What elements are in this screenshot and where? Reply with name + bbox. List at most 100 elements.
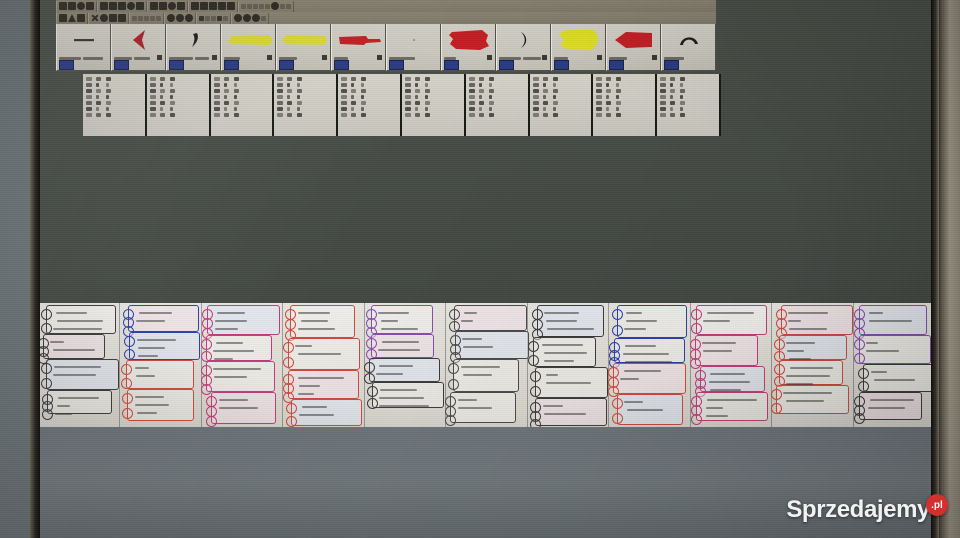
tile-selection-indicator[interactable] — [279, 60, 294, 70]
size-table-panel[interactable] — [83, 74, 147, 136]
marker-bundle[interactable] — [282, 303, 365, 427]
size-table-panel[interactable] — [657, 74, 721, 136]
size-table-cell[interactable] — [86, 113, 92, 117]
size-table-cell[interactable] — [341, 101, 348, 105]
size-table-cell[interactable] — [478, 83, 482, 87]
draw-group[interactable] — [188, 0, 238, 12]
marker-bundle[interactable] — [363, 303, 447, 427]
size-table-cell[interactable] — [596, 89, 603, 93]
size-table-cell[interactable] — [223, 95, 227, 99]
tile-arrow-left[interactable] — [111, 24, 166, 71]
size-table-cell[interactable] — [532, 83, 539, 87]
size-table-cell[interactable] — [468, 101, 475, 105]
layer-icon[interactable] — [138, 15, 143, 21]
piece-thumbnail-strip[interactable] — [56, 24, 716, 71]
size-table-cell[interactable] — [414, 101, 420, 105]
print-icon[interactable] — [86, 2, 94, 10]
size-table-cell[interactable] — [233, 107, 237, 111]
size-table-cell[interactable] — [149, 107, 156, 111]
size-table-cell[interactable] — [424, 95, 428, 99]
tile-selection-indicator[interactable] — [554, 60, 569, 70]
dim-icon[interactable] — [259, 3, 264, 9]
pattern-piece[interactable] — [857, 364, 934, 392]
size-table-cell[interactable] — [159, 89, 165, 93]
size-table-cell[interactable] — [606, 83, 610, 87]
size-table-cell[interactable] — [660, 113, 667, 117]
size-table-cell[interactable] — [351, 101, 357, 105]
size-table-cell[interactable] — [233, 101, 239, 105]
size-table-cell[interactable] — [361, 89, 367, 93]
cut-path-icon[interactable] — [243, 14, 251, 22]
tile-selection-indicator[interactable] — [664, 60, 679, 70]
size-table-cell[interactable] — [488, 95, 492, 99]
size-table-cell[interactable] — [552, 89, 558, 93]
size-table-panel[interactable] — [210, 74, 275, 136]
size-table-cell[interactable] — [351, 89, 357, 93]
size-table-cell[interactable] — [361, 83, 365, 87]
pattern-piece[interactable] — [776, 305, 853, 339]
pattern-piece[interactable] — [774, 360, 843, 387]
size-table-panel[interactable] — [401, 74, 466, 136]
size-table-cell[interactable] — [233, 77, 239, 81]
tile-crescent[interactable] — [496, 24, 551, 71]
size-table-cell[interactable] — [149, 101, 156, 105]
pattern-piece[interactable] — [774, 335, 847, 362]
size-table-cell[interactable] — [542, 107, 546, 111]
size-table-cell[interactable] — [542, 89, 548, 93]
size-table-cell[interactable] — [213, 77, 220, 81]
size-table-cell[interactable] — [488, 107, 492, 111]
pattern-piece[interactable] — [200, 335, 273, 362]
pattern-piece[interactable] — [853, 335, 931, 364]
size-table-cell[interactable] — [159, 107, 163, 111]
size-table-cell[interactable] — [351, 95, 355, 99]
pattern-piece[interactable] — [365, 305, 434, 338]
size-table-cell[interactable] — [149, 95, 156, 99]
size-table-cell[interactable] — [478, 101, 484, 105]
tile-selection-indicator[interactable] — [389, 60, 404, 70]
pattern-piece[interactable] — [689, 335, 759, 370]
size-table-cell[interactable] — [277, 83, 284, 87]
size-table-cell[interactable] — [680, 107, 684, 111]
size-table-cell[interactable] — [96, 107, 99, 111]
size-table-cell[interactable] — [488, 89, 494, 93]
size-table-cell[interactable] — [680, 95, 684, 99]
size-table-cell[interactable] — [277, 113, 284, 117]
size-table-cell[interactable] — [277, 101, 284, 105]
size-table-cell[interactable] — [404, 101, 411, 105]
shape-tools-group[interactable] — [56, 12, 88, 24]
size-table-cell[interactable] — [159, 77, 165, 81]
tile-yellow-bar-a[interactable] — [221, 24, 276, 71]
size-table-cell[interactable] — [297, 89, 303, 93]
size-table-panel[interactable] — [593, 74, 658, 136]
size-table-cell[interactable] — [670, 77, 676, 81]
triangle-icon[interactable] — [68, 14, 76, 22]
size-table-cell[interactable] — [680, 113, 686, 117]
marker-bundle[interactable] — [38, 303, 121, 427]
size-table-panel[interactable] — [338, 74, 402, 136]
pattern-piece[interactable] — [609, 338, 685, 369]
size-table-cell[interactable] — [660, 95, 667, 99]
pattern-piece[interactable] — [450, 331, 529, 364]
size-table-cell[interactable] — [532, 95, 539, 99]
marker-bundle[interactable] — [200, 303, 284, 427]
size-table-cell[interactable] — [213, 89, 220, 93]
pattern-piece[interactable] — [363, 358, 441, 384]
size-table-cell[interactable] — [424, 107, 428, 111]
tile-yellow-bar-b[interactable] — [276, 24, 331, 71]
size-table-cell[interactable] — [532, 101, 539, 105]
pattern-piece[interactable] — [445, 392, 516, 427]
size-table-cell[interactable] — [616, 107, 620, 111]
size-table-cell[interactable] — [552, 83, 556, 87]
size-table-cell[interactable] — [213, 113, 220, 117]
file-group[interactable] — [56, 0, 97, 12]
pattern-piece[interactable] — [694, 366, 766, 397]
size-table-cell[interactable] — [424, 113, 430, 117]
size-table-cell[interactable] — [297, 83, 301, 87]
notch-icon[interactable] — [205, 15, 210, 21]
size-table-cell[interactable] — [341, 113, 348, 117]
toolbar-row-lower[interactable] — [56, 12, 716, 24]
tile-selection-indicator[interactable] — [224, 60, 239, 70]
pan-icon[interactable] — [177, 2, 185, 10]
size-table-panel[interactable] — [146, 74, 211, 136]
pattern-piece[interactable] — [690, 305, 768, 335]
